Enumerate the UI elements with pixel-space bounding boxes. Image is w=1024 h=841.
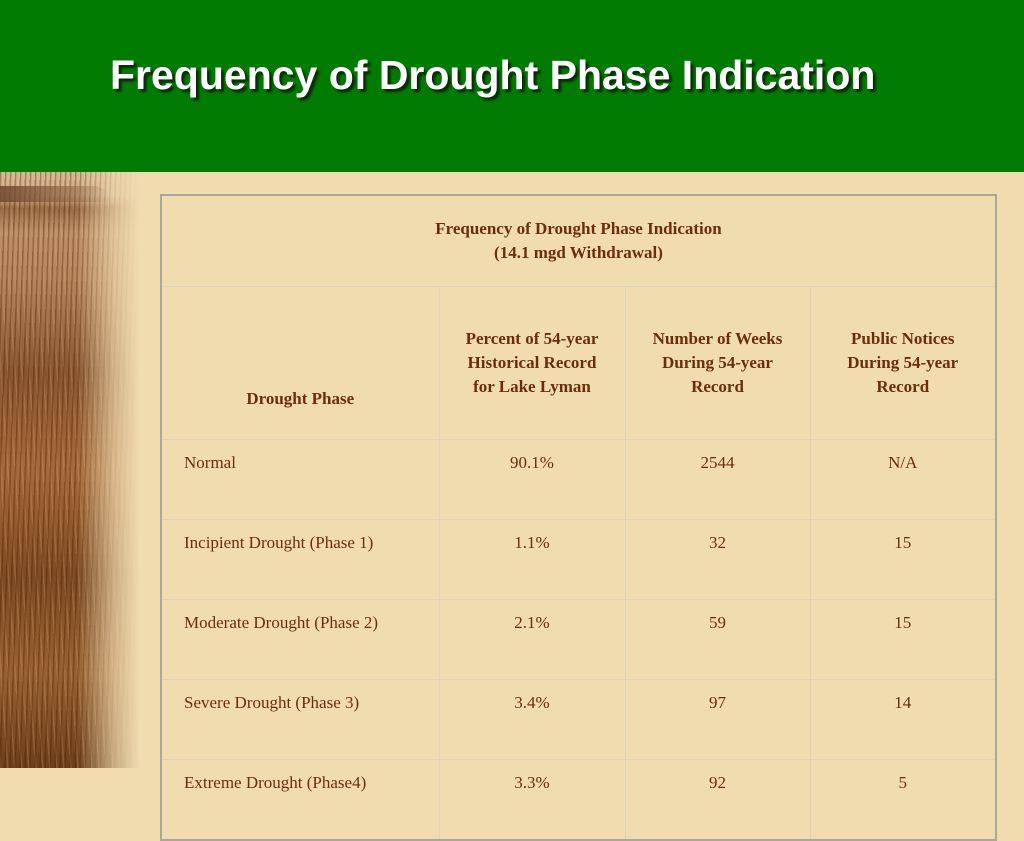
header-notices-label: Public Notices During 54-year Record [847,329,959,396]
cell-phase: Normal [160,439,440,520]
header-drought-phase: Drought Phase [160,286,440,440]
cell-phase: Incipient Drought (Phase 1) [160,519,440,600]
table-caption-title: Frequency of Drought Phase Indication [435,219,722,238]
cell-percent: 3.3% [438,759,626,841]
cell-weeks: 59 [624,599,811,680]
cell-notices: 5 [809,759,997,841]
header-weeks: Number of Weeks During 54-year Record [624,286,811,440]
title-bar: Frequency of Drought Phase Indication [0,0,1024,172]
table-header-row: Drought Phase Percent of 54-year Histori… [160,286,997,440]
slide-title: Frequency of Drought Phase Indication [110,52,876,98]
cell-weeks: 97 [624,679,811,760]
cell-notices: 14 [809,679,997,760]
drought-frequency-table: Frequency of Drought Phase Indication (1… [160,194,997,841]
cell-phase: Moderate Drought (Phase 2) [160,599,440,680]
cell-weeks: 2544 [624,439,811,520]
cell-percent: 2.1% [438,599,626,680]
cell-notices: N/A [809,439,997,520]
table-row: Severe Drought (Phase 3) 3.4% 97 14 [160,679,997,760]
header-percent-label: Percent of 54-year Historical Record for… [465,329,599,396]
cell-percent: 3.4% [438,679,626,760]
marsh-grass-image [0,172,140,768]
table-caption-row: Frequency of Drought Phase Indication (1… [160,194,997,287]
table-row: Extreme Drought (Phase4) 3.3% 92 5 [160,759,997,841]
header-notices: Public Notices During 54-year Record [809,286,997,440]
cell-percent: 1.1% [438,519,626,600]
shoreline-image-detail [0,186,110,202]
table-row: Normal 90.1% 2544 N/A [160,439,997,520]
cell-notices: 15 [809,599,997,680]
header-percent: Percent of 54-year Historical Record for… [438,286,626,440]
cell-weeks: 92 [624,759,811,841]
header-weeks-label: Number of Weeks During 54-year Record [652,329,783,396]
cell-notices: 15 [809,519,997,600]
cell-phase: Extreme Drought (Phase4) [160,759,440,841]
table-row: Incipient Drought (Phase 1) 1.1% 32 15 [160,519,997,600]
cell-percent: 90.1% [438,439,626,520]
cell-phase: Severe Drought (Phase 3) [160,679,440,760]
table-caption-subtitle: (14.1 mgd Withdrawal) [494,243,663,262]
table-caption: Frequency of Drought Phase Indication (1… [160,194,997,287]
table-row: Moderate Drought (Phase 2) 2.1% 59 15 [160,599,997,680]
cell-weeks: 32 [624,519,811,600]
